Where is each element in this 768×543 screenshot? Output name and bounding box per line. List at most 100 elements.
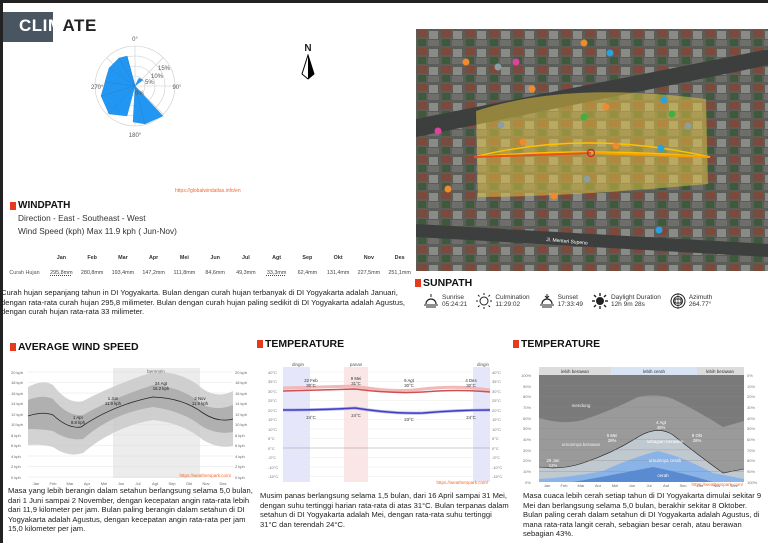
svg-text:Feb: Feb (50, 481, 58, 486)
svg-text:30°C: 30°C (306, 383, 316, 388)
svg-text:35°C: 35°C (268, 379, 277, 384)
svg-text:dingin: dingin (292, 362, 305, 367)
svg-text:8 kph: 8 kph (11, 433, 21, 438)
svg-text:4 kph: 4 kph (235, 454, 245, 459)
rainfall-description: Curah hujan sepanjang tahun in DI Yogyak… (1, 288, 406, 316)
title-block (3, 12, 53, 42)
wind-speed-heading: AVERAGE WIND SPEED (10, 341, 139, 353)
climate-sheet: CLIMATE 0° 180° 90° (1, 3, 768, 543)
temperature-chart: dingin panas dingin 22 Feb 30°C 9 Mei 31°C… (263, 359, 503, 485)
svg-text:9 Mei: 9 Mei (351, 376, 362, 381)
cloud-description: Masa cuaca lebih cerah setiap tahun di D… (523, 491, 762, 538)
month-header: Mei (179, 255, 189, 261)
svg-text:28%: 28% (608, 438, 617, 443)
svg-text:Mar: Mar (578, 483, 586, 487)
svg-text:-15°C: -15°C (268, 474, 278, 479)
temperature-heading: TEMPERATURE (257, 338, 344, 350)
svg-text:20%: 20% (747, 394, 755, 399)
svg-text:20 kph: 20 kph (11, 370, 23, 375)
daylight-stat: Daylight Duration 12h 9m 28s (591, 293, 661, 309)
svg-text:10°C: 10°C (492, 427, 501, 432)
svg-text:40%: 40% (523, 437, 531, 442)
svg-text:Feb: Feb (561, 483, 569, 487)
wind-speed-chart: berangin 1 Apr 8.8 kph 1 Jun 11.9 kph 24… (3, 365, 258, 487)
svg-text:24 Agt: 24 Agt (155, 381, 168, 386)
svg-text:90%: 90% (747, 469, 755, 474)
svg-text:Des: Des (730, 483, 737, 487)
svg-text:https://weatherspark.com/: https://weatherspark.com/ (691, 482, 743, 487)
svg-text:lebih cerah: lebih cerah (643, 369, 666, 374)
svg-text:270°: 270° (91, 85, 104, 91)
month-header: Feb (87, 255, 97, 261)
rain-cell: 62,4mm (297, 270, 318, 276)
rain-cell: 111,8mm (173, 270, 196, 276)
svg-text:5%: 5% (145, 80, 154, 86)
month-header: Des (394, 255, 405, 261)
svg-text:16 kph: 16 kph (235, 391, 247, 396)
svg-text:180°: 180° (129, 133, 142, 138)
svg-text:40°C: 40°C (492, 370, 501, 375)
svg-text:20%: 20% (523, 458, 531, 463)
svg-text:30°C: 30°C (466, 383, 476, 388)
svg-text:25°C: 25°C (492, 398, 501, 403)
svg-text:8.8 kph: 8.8 kph (71, 420, 86, 425)
rain-cell: 251,1mm (388, 270, 411, 276)
svg-text:50%: 50% (523, 426, 531, 431)
svg-text:Jl. Menteri Supeno: Jl. Menteri Supeno (546, 237, 588, 247)
wind-rose-chart: 0° 180° 90° 270° 15% 10% 5% 0% (91, 33, 182, 139)
svg-text:2 Nov: 2 Nov (194, 396, 206, 401)
svg-text:40%: 40% (747, 416, 755, 421)
svg-text:30°C: 30°C (492, 389, 501, 394)
month-header: Okt (333, 255, 343, 261)
svg-text:umumnya berawan: umumnya berawan (562, 442, 601, 447)
svg-text:80%: 80% (523, 394, 531, 399)
svg-text:Mar: Mar (67, 481, 75, 486)
wind-speed-description: Masa yang lebih berangin dalam setahun b… (8, 486, 253, 533)
svg-text:24°C: 24°C (351, 413, 361, 418)
svg-text:9 Agt: 9 Agt (404, 378, 415, 383)
svg-text:70%: 70% (523, 405, 531, 410)
month-header: Jul (241, 255, 250, 261)
rainfall-header-row: Jan Feb Mar Apr Mei Jun Jul Agt Sep Okt … (3, 255, 415, 261)
svg-text:15°C: 15°C (492, 417, 501, 422)
svg-text:-5°C: -5°C (268, 455, 276, 460)
svg-text:14 kph: 14 kph (235, 401, 247, 406)
svg-text:50%: 50% (747, 426, 755, 431)
svg-text:panas: panas (350, 362, 363, 367)
svg-text:20°C: 20°C (268, 408, 277, 413)
svg-text:18 kph: 18 kph (11, 380, 23, 385)
svg-text:24°C: 24°C (306, 415, 316, 420)
svg-text:Sep: Sep (168, 481, 176, 486)
svg-text:-15°C: -15°C (492, 474, 502, 479)
svg-text:24°C: 24°C (466, 415, 476, 420)
rain-cell: 49,3mm (236, 270, 256, 276)
svg-text:22 Feb: 22 Feb (304, 378, 318, 383)
sunset-stat: Sunset 17:33:49 (539, 293, 583, 309)
svg-text:Jul: Jul (135, 481, 140, 486)
svg-text:29 Jan: 29 Jan (547, 458, 561, 463)
svg-text:Okt: Okt (186, 481, 193, 486)
svg-text:8 Okt: 8 Okt (692, 433, 703, 438)
north-label: N (304, 43, 312, 54)
svg-text:12 kph: 12 kph (11, 412, 23, 417)
svg-text:60%: 60% (747, 437, 755, 442)
svg-text:cerah: cerah (657, 473, 669, 478)
rain-cell: 227,5mm (357, 270, 381, 276)
svg-text:90%: 90% (523, 384, 531, 389)
svg-text:14 kph: 14 kph (11, 401, 23, 406)
rain-cell: 84,6mm (205, 270, 225, 276)
windpath-source-link[interactable]: https://globalwindatlas.info/en (175, 188, 241, 194)
svg-text:2 kph: 2 kph (235, 464, 245, 469)
svg-text:0°: 0° (132, 37, 138, 43)
site-map[interactable]: Jl. Menteri Supeno (416, 29, 768, 271)
svg-text:1 Jun: 1 Jun (108, 396, 119, 401)
month-header: Apr (148, 255, 159, 261)
month-header: Sep (302, 255, 313, 261)
sunset-icon (539, 294, 554, 308)
svg-text:Jul: Jul (646, 483, 651, 487)
svg-text:0°C: 0°C (492, 446, 499, 451)
svg-text:Agt: Agt (663, 483, 670, 487)
svg-text:Des: Des (219, 481, 226, 486)
svg-text:Agt: Agt (152, 481, 159, 486)
sun-icon (476, 293, 493, 309)
